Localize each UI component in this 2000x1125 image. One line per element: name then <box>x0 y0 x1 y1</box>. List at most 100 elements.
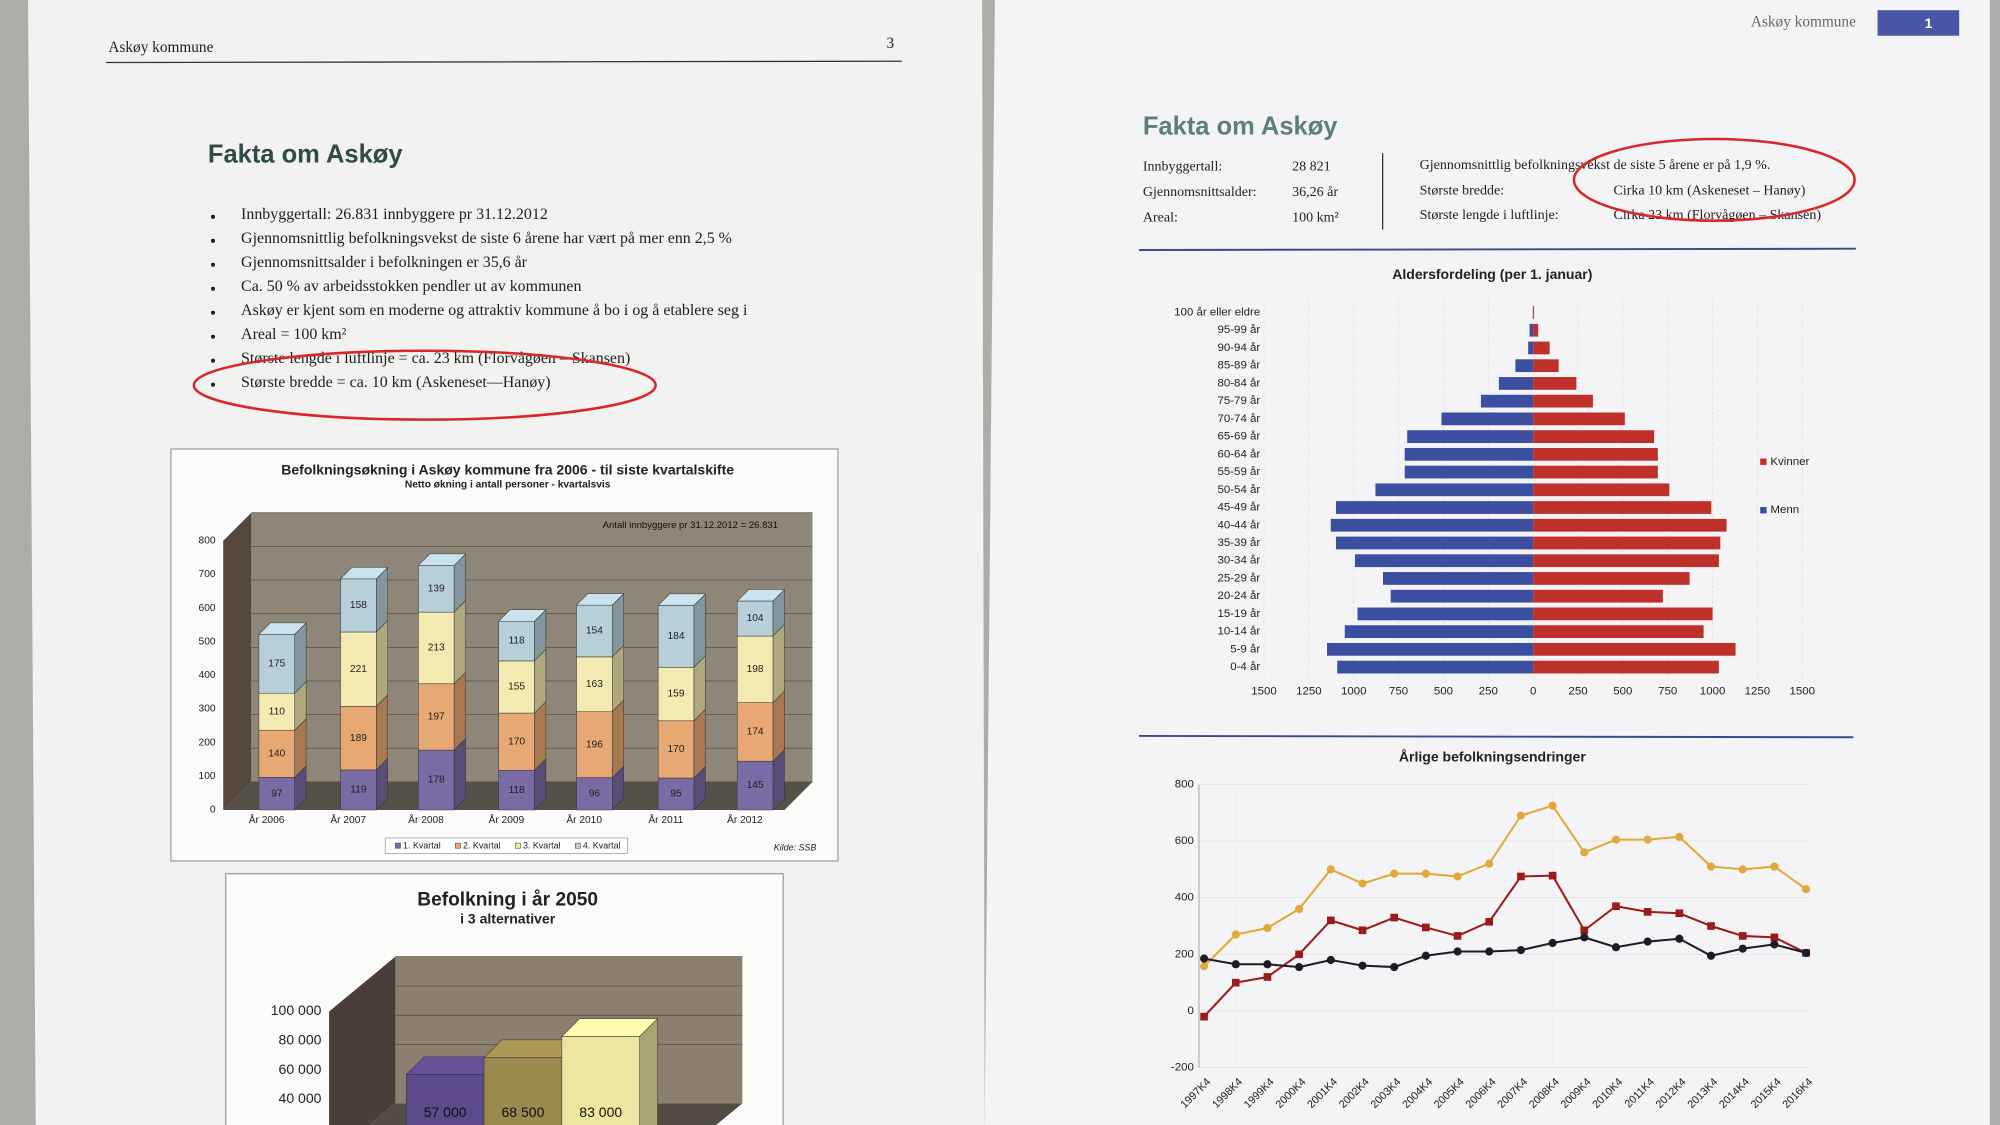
x-tick-label: 1000 <box>1700 685 1726 697</box>
line-marker <box>1295 904 1304 914</box>
bar <box>340 631 377 707</box>
x-tick-label: 1500 <box>1790 685 1816 697</box>
bar <box>1354 554 1534 568</box>
y-tick-label: 60 000 <box>279 1061 322 1077</box>
line-marker <box>1580 926 1589 935</box>
x-tick-label: 750 <box>1658 685 1677 697</box>
line-marker <box>1611 835 1621 844</box>
bullet-dot <box>210 358 216 363</box>
data-label: 184 <box>668 631 685 642</box>
line-marker <box>1295 962 1304 972</box>
bar <box>736 702 774 762</box>
bullet-text: Gjennomsnittsalder i befolkningen er 35,… <box>241 254 528 271</box>
data-label: 68 500 <box>502 1104 545 1120</box>
page-number-box <box>1877 10 1960 36</box>
legend-swatch <box>515 842 521 849</box>
bar-top <box>417 553 467 566</box>
bar-side <box>453 671 466 751</box>
legend-swatch <box>1760 507 1767 514</box>
page-number: 3 <box>886 35 894 52</box>
bar <box>1404 465 1534 479</box>
line-marker <box>1548 871 1557 880</box>
data-label: 118 <box>508 785 525 796</box>
data-label: 196 <box>586 739 603 750</box>
bar <box>1533 447 1658 461</box>
bar <box>1533 607 1713 621</box>
line-marker <box>1453 872 1462 881</box>
line-marker <box>1326 955 1335 965</box>
y-tick-label: 45-49 år <box>1217 502 1260 514</box>
bar <box>1407 430 1534 443</box>
line-marker <box>1200 954 1209 963</box>
legend-label: 2. Kvartal <box>463 841 501 851</box>
y-tick-label: 0 <box>1187 1005 1193 1017</box>
bar-side <box>639 1017 658 1125</box>
bar <box>418 565 455 613</box>
bar-side <box>772 623 785 704</box>
line-series <box>1203 804 1807 967</box>
bar <box>1528 341 1534 355</box>
bar-side <box>693 593 706 668</box>
page-title: Fakta om Askøy <box>208 140 403 168</box>
bar <box>258 729 295 778</box>
x-tick-label: 1250 <box>1745 685 1771 697</box>
line-marker <box>1801 948 1811 958</box>
bar <box>1515 359 1534 373</box>
side-wall <box>223 512 252 810</box>
line-marker <box>1390 962 1399 972</box>
bar <box>258 777 295 811</box>
line-marker <box>1485 947 1494 956</box>
bar-side <box>611 699 624 779</box>
bar <box>418 683 455 751</box>
line-marker <box>1675 832 1684 841</box>
data-label: 175 <box>268 658 285 669</box>
highlight-ellipse <box>192 349 657 421</box>
bar <box>498 769 535 811</box>
bar <box>1357 607 1534 621</box>
bar-top <box>657 593 706 606</box>
legend-box <box>384 837 628 854</box>
y-tick-label: 5-9 år <box>1230 643 1260 655</box>
bar <box>1533 536 1721 550</box>
chart-title: Befolkning i år 2050 <box>417 890 598 911</box>
bar <box>576 604 613 658</box>
line-marker <box>1675 934 1684 943</box>
line-marker <box>1231 978 1240 987</box>
bullet-text: Areal = 100 km² <box>241 326 347 343</box>
bullet-list: Innbyggertall: 26.831 innbyggere pr 31.1… <box>210 206 748 391</box>
y-tick-label: 90-94 år <box>1217 342 1260 354</box>
data-label: 95 <box>670 789 682 800</box>
bar <box>576 656 613 712</box>
data-label: 170 <box>668 744 685 755</box>
bar-side <box>772 690 785 762</box>
line-marker <box>1421 951 1430 960</box>
y-tick-label: 30-34 år <box>1217 555 1260 567</box>
y-tick-label: 95-99 år <box>1217 324 1260 336</box>
charts: 0 100 200 300 400 500 600 700 800 Befolkningsøkni… <box>199 266 1816 1125</box>
bar <box>1533 359 1559 373</box>
data-label: 213 <box>428 643 445 654</box>
chart-subtitle: i 3 alternativer <box>460 910 556 926</box>
fact-value: 100 km² <box>1292 209 1339 225</box>
line-marker <box>1738 865 1747 874</box>
legend-label: Menn <box>1770 504 1799 516</box>
highlight-ellipse <box>1572 137 1856 222</box>
line-marker <box>1421 869 1430 878</box>
bar <box>1533 412 1625 426</box>
bar <box>1390 589 1534 603</box>
bullet-dot <box>210 214 216 219</box>
bar <box>1533 642 1736 656</box>
y-tick-label: 200 <box>199 737 216 748</box>
y-tick-label: 100 000 <box>271 1002 322 1018</box>
bullet-text: Største bredde = ca. 10 km (Askeneset—Ha… <box>241 374 551 391</box>
bar <box>1335 501 1534 514</box>
y-tick-label: 80 000 <box>279 1032 322 1048</box>
data-label: 174 <box>747 727 764 738</box>
line-marker <box>1263 973 1272 981</box>
x-tick-label: År 2007 <box>330 813 366 826</box>
bar <box>1533 323 1539 337</box>
x-tick-label: 1000 <box>1341 685 1367 697</box>
line-marker <box>1231 960 1240 969</box>
bar <box>340 769 377 811</box>
bullet-text: Ca. 50 % av arbeidsstokken pendler ut av… <box>241 278 581 295</box>
